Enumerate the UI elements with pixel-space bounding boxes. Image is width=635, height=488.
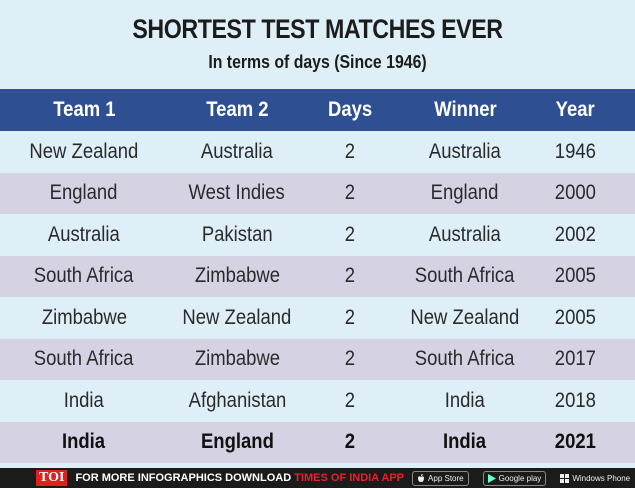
cell-days: 2 [344, 305, 356, 329]
cell-team2: England [200, 430, 274, 454]
cell-year: 2005 [554, 305, 596, 329]
table-header-row: Team 1 Team 2 Days Winner Year [0, 89, 635, 131]
cell-winner: England [431, 181, 499, 205]
cell-winner: New Zealand [410, 305, 520, 329]
cell-winner: South Africa [415, 347, 515, 371]
table-row: Zimbabwe New Zealand 2 New Zealand 2005 [0, 297, 635, 339]
table-row: South Africa Zimbabwe 2 South Africa 200… [0, 255, 635, 297]
windows-label: Windows [572, 473, 605, 483]
matches-table: Team 1 Team 2 Days Winner Year New Zeala… [0, 89, 635, 463]
cell-team2: Zimbabwe [194, 347, 280, 371]
cell-winner: India [444, 388, 486, 412]
footer-bar: TOI FOR MORE INFOGRAPHICS DOWNLOAD TIMES… [0, 468, 635, 488]
cell-team1: Zimbabwe [41, 305, 127, 329]
cell-days: 2 [344, 388, 356, 412]
cell-team2: Australia [201, 139, 273, 163]
cell-year: 2002 [554, 222, 596, 246]
app-store-badge[interactable]: App Store [412, 470, 469, 486]
cell-team1: South Africa [34, 347, 134, 371]
google-play-label: Google play [498, 473, 542, 483]
footer-app-highlight[interactable]: TIMES OF INDIA APP [294, 472, 405, 484]
app-store-label: App Store [428, 473, 464, 483]
cell-year: 2000 [554, 181, 596, 205]
page-subtitle: In terms of days (Since 1946) [208, 52, 427, 72]
windows-phone-badge[interactable]: Windows Phone [556, 471, 634, 486]
windows-icon [560, 473, 570, 483]
cell-team2: New Zealand [182, 305, 292, 329]
table-row: England West Indies 2 England 2000 [0, 172, 635, 214]
header-days: Days [327, 98, 373, 121]
page-title: SHORTEST TEST MATCHES EVER [132, 14, 503, 44]
cell-days: 2 [344, 264, 356, 288]
cell-team2: Afghanistan [188, 388, 286, 412]
table-row: New Zealand Australia 2 Australia 1946 [0, 131, 635, 173]
table-row: South Africa Zimbabwe 2 South Africa 201… [0, 338, 635, 380]
header-team2: Team 2 [205, 98, 269, 121]
cell-year: 2005 [554, 264, 596, 288]
cell-team2: West Indies [188, 181, 286, 205]
table-row: Australia Pakistan 2 Australia 2002 [0, 214, 635, 256]
cell-days: 2 [344, 222, 356, 246]
cell-days: 2 [344, 139, 356, 163]
cell-winner: Australia [429, 222, 501, 246]
header-team1: Team 1 [52, 98, 116, 121]
cell-team1: New Zealand [29, 139, 139, 163]
cell-days: 2 [344, 181, 356, 205]
cell-days: 2 [344, 347, 356, 371]
cell-year: 2017 [554, 347, 596, 371]
table-row: India Afghanistan 2 India 2018 [0, 380, 635, 422]
footer-promo-text: FOR MORE INFOGRAPHICS DOWNLOAD TIMES OF … [75, 472, 404, 484]
cell-team2: Zimbabwe [194, 264, 280, 288]
footer-text: FOR MORE INFOGRAPHICS DOWNLOAD [75, 472, 295, 484]
cell-team1: India [63, 388, 105, 412]
cell-winner: South Africa [415, 264, 515, 288]
cell-team1: South Africa [34, 264, 134, 288]
play-icon [487, 473, 496, 483]
apple-icon [418, 474, 425, 482]
cell-winner: Australia [429, 139, 501, 163]
header-year: Year [555, 98, 595, 121]
cell-year: 2021 [554, 430, 596, 454]
header-winner: Winner [433, 98, 497, 121]
cell-days: 2 [344, 430, 356, 454]
windows-sub-label: Phone [607, 473, 631, 483]
cell-year: 1946 [554, 139, 596, 163]
google-play-badge[interactable]: Google play [482, 470, 547, 486]
cell-winner: India [443, 430, 487, 454]
cell-team1: India [62, 430, 106, 454]
cell-team1: Australia [48, 222, 120, 246]
table-row-highlighted: India England 2 India 2021 [0, 421, 635, 463]
cell-team1: England [50, 181, 118, 205]
toi-logo: TOI [36, 470, 68, 486]
cell-team2: Pakistan [201, 222, 273, 246]
cell-year: 2018 [554, 388, 596, 412]
